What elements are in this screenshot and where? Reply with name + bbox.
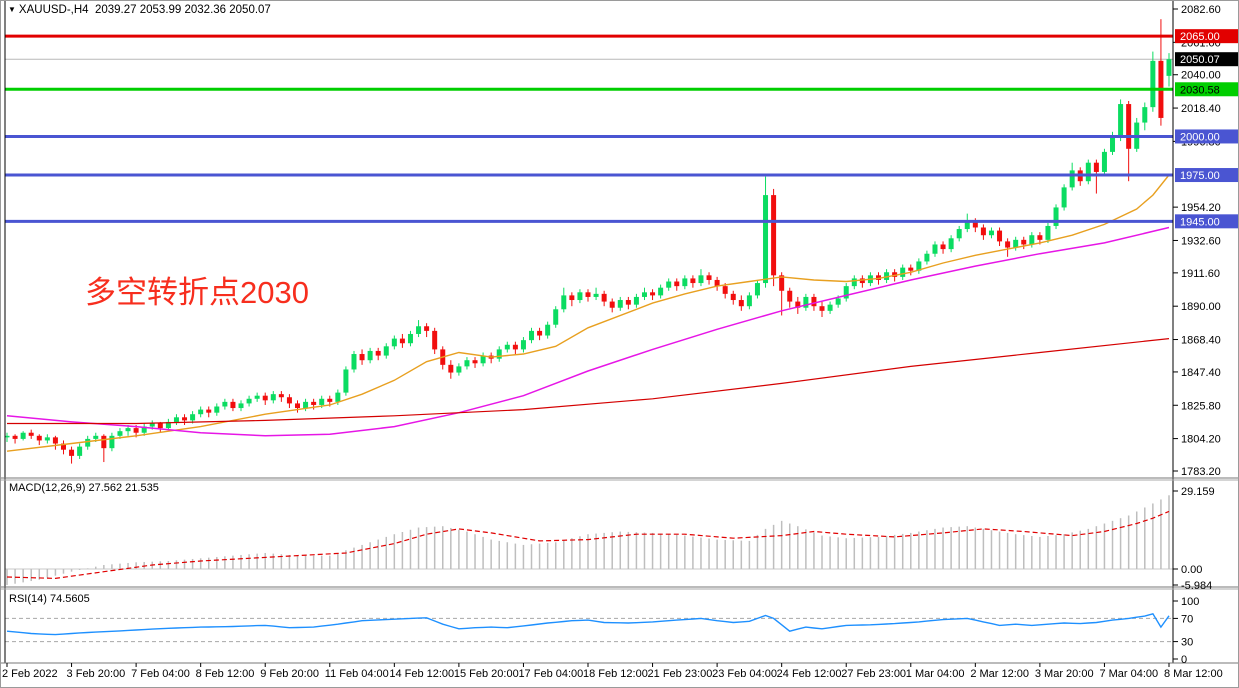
rsi-indicator-label: RSI(14) 74.5605 <box>9 593 90 605</box>
price-axis-label: 100 <box>1181 596 1199 608</box>
price-axis: 2082.602061.002040.002018.401996.801954.… <box>1173 4 1221 666</box>
price-badge-label: 1975.00 <box>1180 170 1220 182</box>
time-axis-label: 18 Feb 12:00 <box>583 668 648 680</box>
time-axis-label: 14 Feb 12:00 <box>389 668 454 680</box>
time-axis-label: 23 Feb 04:00 <box>712 668 777 680</box>
time-axis-label: 9 Feb 20:00 <box>260 668 319 680</box>
price-badge: 2000.00 <box>1175 129 1238 144</box>
hlines-layer <box>5 34 1173 223</box>
time-axis-label: 2 Feb 2022 <box>2 668 58 680</box>
candles-layer <box>4 19 1172 464</box>
ma-slow <box>7 338 1170 425</box>
price-badge: 2065.00 <box>1175 29 1238 44</box>
chart-title: ▼ XAUUSD-,H4 2039.27 2053.99 2032.36 2050… <box>8 4 271 16</box>
price-axis-label: 1868.40 <box>1181 335 1221 347</box>
price-axis-label: 2082.60 <box>1181 4 1221 16</box>
time-axis-label: 7 Mar 04:00 <box>1099 668 1158 680</box>
price-badge-label: 1945.00 <box>1180 216 1220 228</box>
price-axis-label: 1954.20 <box>1181 202 1221 214</box>
chart-ohlc-values: 2039.27 2053.99 2032.36 2050.07 <box>94 4 271 16</box>
macd-pane <box>5 495 1173 586</box>
chart-frame <box>1 1 1238 664</box>
time-axis-label: 8 Mar 12:00 <box>1164 668 1223 680</box>
price-axis-label: 0 <box>1181 654 1187 666</box>
price-axis-label: 70 <box>1181 613 1193 625</box>
rsi-line <box>6 612 1170 636</box>
price-axis-label: 1825.80 <box>1181 400 1221 412</box>
price-badge: 1945.00 <box>1175 214 1238 229</box>
price-axis-label: 1932.60 <box>1181 235 1221 247</box>
price-axis-label: 2018.40 <box>1181 103 1221 115</box>
time-axis-label: 11 Feb 04:00 <box>325 668 389 680</box>
time-axis-label: 2 Mar 12:00 <box>970 668 1029 680</box>
macd-indicator-label: MACD(12,26,9) 27.562 21.535 <box>9 482 159 494</box>
price-badge: 1975.00 <box>1175 168 1238 183</box>
symbol-dropdown-icon[interactable]: ▼ <box>8 5 16 14</box>
price-axis-label: 1890.00 <box>1181 301 1221 313</box>
time-axis-label: 1 Mar 04:00 <box>906 668 965 680</box>
time-axis-label: 27 Feb 23:00 <box>841 668 906 680</box>
time-axis-label: 3 Mar 20:00 <box>1035 668 1094 680</box>
time-axis-label: 17 Feb 04:00 <box>518 668 583 680</box>
price-axis-label: 30 <box>1181 637 1193 649</box>
price-axis-label: 0.00 <box>1181 564 1202 576</box>
ma-fast-line <box>6 174 1170 452</box>
price-axis-label: 29.159 <box>1181 486 1215 498</box>
price-axis-label: 1783.20 <box>1181 466 1221 478</box>
time-axis-label: 24 Feb 12:00 <box>777 668 842 680</box>
chart-symbol-period: XAUUSD-,H4 <box>18 4 89 16</box>
macd-signal-line <box>6 510 1170 580</box>
price-axis-label: 1847.40 <box>1181 367 1221 379</box>
price-badge: 2050.07 <box>1175 52 1238 67</box>
chart-text-annotation[interactable]: 多空转折点2030 <box>85 275 309 310</box>
time-axis-label: 21 Feb 23:00 <box>648 668 713 680</box>
time-axis-label: 3 Feb 20:00 <box>67 668 126 680</box>
time-axis: 2 Feb 2022 3 Feb 20:00 7 Feb 04:00 8 Feb 12… <box>2 663 1223 680</box>
time-axis-label: 15 Feb 20:00 <box>454 668 519 680</box>
ma-mid <box>6 226 1170 437</box>
price-axis-label: 2040.00 <box>1181 70 1221 82</box>
price-axis-label: 1804.20 <box>1181 434 1221 446</box>
ma-fast <box>6 174 1170 452</box>
time-axis-label: 7 Feb 04:00 <box>131 668 190 680</box>
price-axis-label: 1911.60 <box>1181 268 1220 280</box>
price-badge-label: 2050.07 <box>1180 54 1220 66</box>
rsi-pane <box>5 612 1173 643</box>
price-badge-label: 2000.00 <box>1180 131 1220 143</box>
price-axis-label: -5.984 <box>1181 580 1212 592</box>
ma-mid-line <box>6 226 1170 437</box>
price-badge-label: 2065.00 <box>1180 31 1220 43</box>
time-axis-label: 8 Feb 12:00 <box>196 668 255 680</box>
ma-slow-line <box>7 338 1170 425</box>
price-badge-label: 2030.58 <box>1180 84 1220 96</box>
price-badge: 2030.58 <box>1175 82 1238 97</box>
